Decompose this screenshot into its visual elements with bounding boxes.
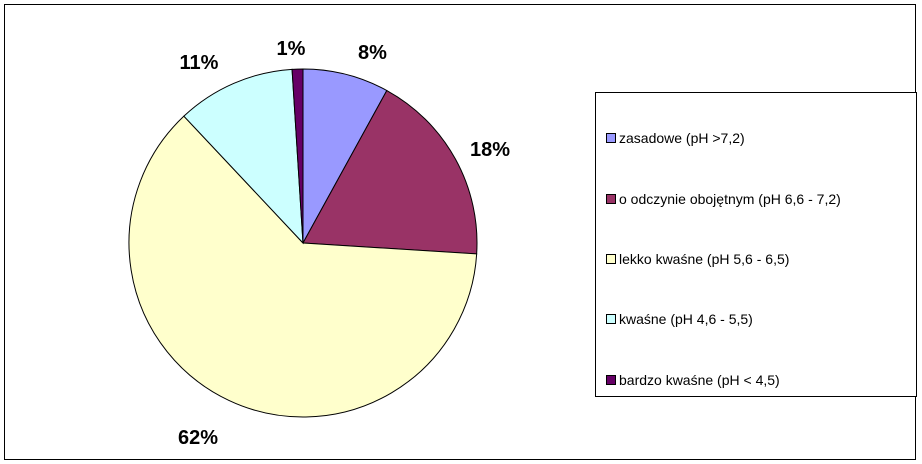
- legend-label: kwaśne (pH 4,6 - 5,5): [619, 311, 753, 327]
- data-label-bardzo-kwasne: 1%: [277, 38, 306, 60]
- legend-swatch: [606, 375, 616, 385]
- legend-swatch: [606, 194, 616, 204]
- pie-slice-bardzo-kwasne: [291, 68, 304, 244]
- legend-swatch: [606, 133, 616, 143]
- legend-item-kwasne: kwaśne (pH 4,6 - 5,5): [606, 309, 753, 329]
- legend: zasadowe (pH >7,2) o odczynie obojętnym …: [595, 92, 917, 397]
- legend-item-zasadowe: zasadowe (pH >7,2): [606, 128, 745, 148]
- pie-slice-lekko-kwasne: [128, 115, 478, 418]
- data-label-obojetne: 18%: [470, 139, 510, 161]
- legend-swatch: [606, 314, 616, 324]
- legend-swatch: [606, 254, 616, 264]
- pie-slice-kwasne: [183, 68, 304, 245]
- legend-label: zasadowe (pH >7,2): [619, 130, 745, 146]
- chart-area: 8% 18% 62% 11% 1% zasadowe (pH >7,2) o odczy…: [4, 4, 917, 460]
- legend-item-obojetne: o odczynie obojętnym (pH 6,6 - 7,2): [606, 189, 841, 209]
- pie-slice-obojetne: [302, 89, 478, 255]
- data-label-lekko-kwasne: 62%: [178, 427, 218, 449]
- data-label-kwasne: 11%: [180, 52, 219, 74]
- legend-label: lekko kwaśne (pH 5,6 - 6,5): [619, 251, 790, 267]
- legend-item-lekko-kwasne: lekko kwaśne (pH 5,6 - 6,5): [606, 249, 789, 269]
- pie-chart: 8% 18% 62% 11% 1%: [128, 38, 510, 449]
- legend-label: bardzo kwaśne (pH < 4,5): [619, 372, 780, 388]
- legend-label: o odczynie obojętnym (pH 6,6 - 7,2): [619, 191, 841, 207]
- data-label-zasadowe: 8%: [358, 42, 387, 64]
- legend-item-bardzo-kwasne: bardzo kwaśne (pH < 4,5): [606, 370, 780, 390]
